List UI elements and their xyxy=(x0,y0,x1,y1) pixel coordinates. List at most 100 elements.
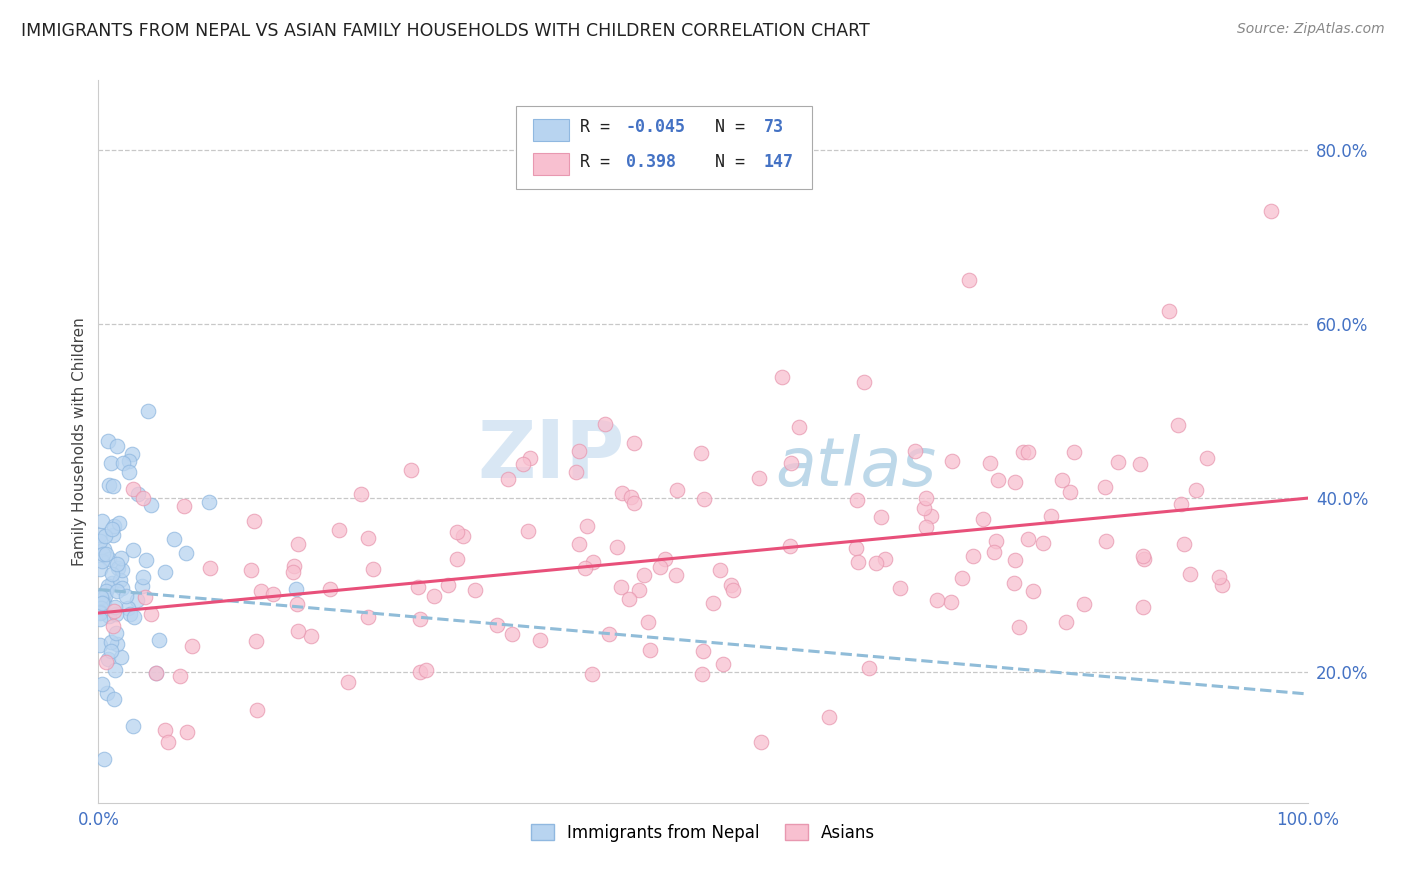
Point xyxy=(94,583,117,598)
FancyBboxPatch shape xyxy=(533,119,569,141)
Point xyxy=(246,703,269,717)
Point xyxy=(101,619,124,633)
Point xyxy=(648,560,671,574)
Point xyxy=(174,545,197,559)
Point xyxy=(1073,597,1095,611)
Point xyxy=(633,568,655,582)
Point xyxy=(103,519,125,533)
Point xyxy=(779,456,801,470)
Point xyxy=(93,595,115,609)
Point xyxy=(516,524,538,538)
Point xyxy=(620,490,643,504)
Point xyxy=(111,563,134,577)
Point xyxy=(623,436,645,450)
Point xyxy=(1017,445,1039,459)
Point xyxy=(1178,567,1201,582)
Point xyxy=(1011,444,1033,458)
Point xyxy=(245,634,267,648)
Point xyxy=(91,547,114,561)
Point xyxy=(139,607,162,622)
Point xyxy=(121,447,143,461)
Point xyxy=(1211,578,1233,592)
Point xyxy=(100,635,122,649)
Point xyxy=(163,533,186,547)
Point xyxy=(1107,455,1129,469)
Point xyxy=(957,273,980,287)
Point xyxy=(915,520,938,534)
Point xyxy=(979,456,1001,470)
Point xyxy=(598,627,620,641)
Point xyxy=(198,495,221,509)
Point xyxy=(692,644,714,658)
Point xyxy=(180,639,202,653)
Point xyxy=(173,500,195,514)
Text: -0.045: -0.045 xyxy=(626,119,686,136)
Point xyxy=(122,482,145,496)
Point xyxy=(415,663,437,677)
Point xyxy=(1059,484,1081,499)
Point xyxy=(111,581,134,595)
Text: R =: R = xyxy=(579,119,620,136)
Point xyxy=(299,629,322,643)
Point xyxy=(987,473,1010,487)
Point xyxy=(869,509,891,524)
Point xyxy=(654,552,676,566)
Point xyxy=(846,556,869,570)
Point xyxy=(96,686,118,700)
Point xyxy=(93,752,115,766)
Point xyxy=(436,577,458,591)
Point xyxy=(103,692,125,706)
Point xyxy=(406,580,429,594)
Point xyxy=(446,552,468,566)
Point xyxy=(920,509,942,524)
Point xyxy=(485,617,508,632)
Point xyxy=(118,454,141,468)
Point xyxy=(105,626,128,640)
Point xyxy=(853,375,876,389)
Point xyxy=(846,492,869,507)
Point xyxy=(145,666,167,681)
Point xyxy=(770,370,793,384)
Point xyxy=(1017,532,1039,546)
Y-axis label: Family Households with Children: Family Households with Children xyxy=(72,318,87,566)
Point xyxy=(567,444,589,458)
Point xyxy=(576,518,599,533)
Point xyxy=(262,587,284,601)
Point xyxy=(287,624,309,639)
Point xyxy=(925,592,948,607)
Point xyxy=(97,434,120,449)
Point xyxy=(169,669,191,683)
Point xyxy=(692,492,714,507)
Point xyxy=(623,496,645,510)
Point xyxy=(337,675,360,690)
Point xyxy=(110,650,132,665)
Point xyxy=(1032,536,1054,550)
Point xyxy=(361,562,384,576)
Point xyxy=(749,735,772,749)
Point xyxy=(1095,533,1118,548)
Point xyxy=(409,612,432,626)
Point xyxy=(89,638,111,652)
Point xyxy=(1022,583,1045,598)
Point xyxy=(139,498,162,512)
Point xyxy=(709,563,731,577)
Point xyxy=(94,529,117,543)
Point xyxy=(638,643,661,657)
Point xyxy=(690,446,713,460)
Point xyxy=(101,567,124,582)
Point xyxy=(105,607,128,621)
Point xyxy=(581,667,603,681)
Point xyxy=(105,584,128,599)
Point xyxy=(132,491,155,506)
Point xyxy=(1133,552,1156,566)
Point xyxy=(1004,553,1026,567)
Point xyxy=(941,595,963,609)
Point xyxy=(283,559,305,574)
Point xyxy=(89,534,111,549)
Point xyxy=(1170,497,1192,511)
Point xyxy=(1132,549,1154,563)
Text: atlas: atlas xyxy=(776,434,936,500)
Point xyxy=(90,595,112,609)
Text: N =: N = xyxy=(695,153,755,171)
Point xyxy=(285,597,308,611)
